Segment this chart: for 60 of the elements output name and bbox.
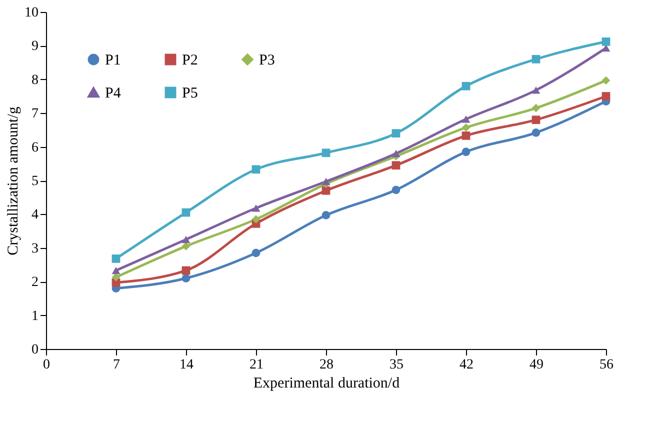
x-tick-label: 21 — [250, 358, 264, 372]
point — [322, 148, 330, 158]
point — [322, 211, 330, 220]
point — [462, 123, 470, 132]
y-tick-label: 1 — [32, 308, 38, 324]
point — [182, 274, 190, 282]
point — [602, 76, 610, 85]
x-tick-label: 0 — [43, 358, 50, 372]
y-tick-label: 3 — [32, 241, 38, 256]
point — [322, 178, 330, 186]
x-tick-label: 42 — [460, 358, 474, 372]
legend-label: P4 — [105, 86, 122, 102]
x-tick-label: 35 — [390, 358, 404, 372]
legend-label: P3 — [259, 52, 275, 69]
y-tick-label: 10 — [24, 6, 38, 20]
y-axis-title: Crystallization amount/g — [6, 106, 22, 256]
point — [462, 131, 470, 140]
point — [532, 104, 540, 112]
point — [322, 186, 330, 195]
x-tick-label: 49 — [530, 358, 544, 372]
point — [392, 129, 400, 138]
point — [532, 128, 540, 137]
point — [252, 204, 260, 212]
y-tick-label: 5 — [32, 174, 38, 189]
x-tick-label: 28 — [320, 358, 334, 372]
legend-label: P2 — [182, 52, 198, 69]
point — [252, 165, 260, 174]
point — [532, 116, 540, 124]
y-tick-label: 9 — [32, 39, 38, 54]
point — [112, 254, 120, 263]
point — [532, 54, 540, 64]
y-tick-label: 4 — [32, 208, 38, 223]
point — [182, 242, 190, 250]
legend-label: P5 — [182, 86, 198, 102]
x-tick-label: 56 — [600, 358, 614, 372]
point — [462, 116, 470, 123]
y-tick-label: 7 — [32, 106, 38, 122]
legend-label: P1 — [105, 52, 121, 69]
point — [532, 86, 540, 94]
point — [462, 82, 470, 90]
x-tick-label: 14 — [180, 358, 194, 372]
y-tick-label: 2 — [32, 275, 38, 290]
x-axis-title: Experimental duration/d — [253, 376, 400, 392]
point — [112, 273, 120, 282]
point — [392, 186, 400, 194]
point — [112, 266, 120, 274]
point — [182, 208, 190, 217]
point — [182, 236, 190, 244]
point — [602, 92, 610, 100]
y-tick-label: 0 — [32, 342, 38, 358]
point — [392, 161, 400, 170]
point — [462, 148, 470, 156]
point — [182, 266, 190, 275]
point — [392, 150, 400, 158]
point — [252, 248, 260, 258]
point — [602, 37, 610, 46]
y-tick-label: 8 — [32, 72, 38, 88]
point — [252, 215, 260, 224]
x-tick-label: 7 — [113, 358, 120, 372]
y-tick-label: 6 — [32, 140, 38, 156]
